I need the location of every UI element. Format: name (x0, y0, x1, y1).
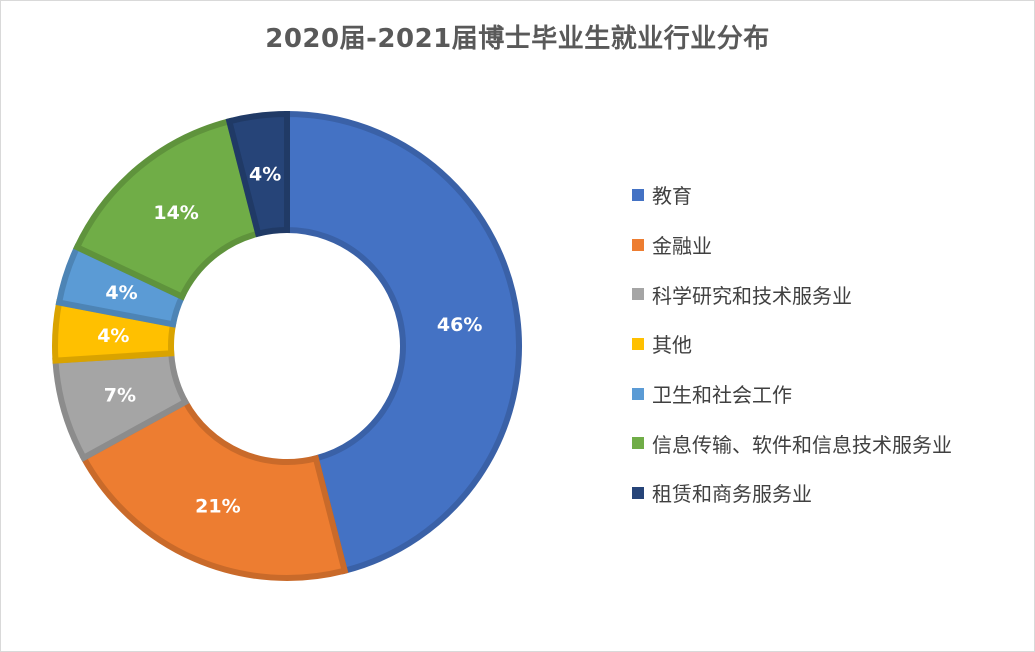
legend: 教育金融业科学研究和技术服务业 其他卫生和社会工作信息传输、软件和信息技术服务业租… (632, 170, 952, 518)
legend-label: 金融业 (652, 234, 712, 259)
legend-item[interactable]: 金融业 (632, 220, 952, 270)
legend-label: 教育 (652, 184, 692, 209)
legend-label: 科学研究和技术服务业 (652, 283, 852, 308)
donut-slice[interactable] (225, 110, 290, 238)
data-label: 46% (437, 314, 482, 336)
data-label: 4% (105, 282, 137, 304)
legend-label: 其他 (652, 333, 692, 358)
legend-swatch (632, 337, 644, 350)
donut-slice[interactable] (73, 117, 262, 301)
data-label: 4% (249, 163, 281, 185)
legend-swatch (632, 238, 644, 251)
legend-item[interactable]: 教育 (632, 170, 952, 220)
legend-item[interactable]: 卫生和社会工作 (632, 369, 952, 419)
data-label: 7% (104, 385, 136, 407)
legend-item[interactable]: 科学研究和技术服务业 (632, 269, 952, 319)
legend-label: 卫生和社会工作 (652, 383, 792, 408)
legend-label: 租赁和商务服务业 (652, 482, 812, 507)
legend-swatch (632, 188, 644, 201)
legend-swatch (632, 387, 644, 400)
legend-item[interactable]: 其他 (632, 319, 952, 369)
data-label: 4% (97, 325, 129, 347)
legend-item[interactable]: 租赁和商务服务业 (632, 468, 952, 518)
chart-title: 2020届-2021届博士毕业生就业行业分布 (265, 24, 770, 54)
legend-swatch (632, 437, 644, 450)
donut-slice[interactable] (284, 110, 522, 575)
data-label: 21% (195, 496, 240, 518)
legend-swatch (632, 486, 644, 499)
legend-item[interactable]: 信息传输、软件和信息技术服务业 (632, 418, 952, 468)
data-label: 14% (153, 202, 198, 224)
donut-slice[interactable] (79, 397, 349, 581)
legend-swatch (632, 288, 644, 301)
legend-label: 信息传输、软件和信息技术服务业 (652, 432, 952, 457)
